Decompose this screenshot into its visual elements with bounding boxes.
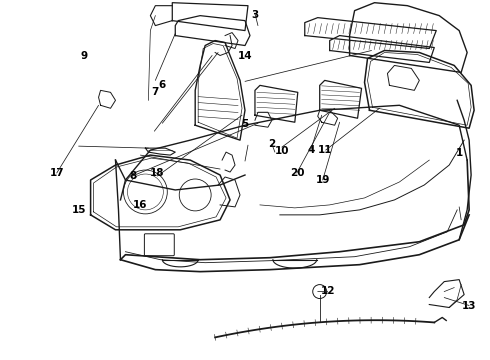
Text: 1: 1 [456,148,464,158]
Text: 8: 8 [129,171,136,181]
Text: 7: 7 [151,87,158,97]
Text: 20: 20 [290,168,304,178]
Text: 17: 17 [50,168,64,178]
Text: 19: 19 [316,175,330,185]
Text: 2: 2 [268,139,275,149]
Text: 13: 13 [462,301,477,311]
Text: 11: 11 [318,144,333,154]
Text: 4: 4 [307,144,315,154]
Text: 5: 5 [242,120,248,129]
Text: 3: 3 [251,10,258,20]
Text: 6: 6 [158,80,166,90]
Text: 18: 18 [150,168,164,178]
Text: 12: 12 [321,286,335,296]
Text: 14: 14 [238,51,252,61]
Text: 10: 10 [274,146,289,156]
Text: 15: 15 [72,206,86,216]
Text: 16: 16 [133,200,147,210]
Text: 9: 9 [80,51,88,61]
